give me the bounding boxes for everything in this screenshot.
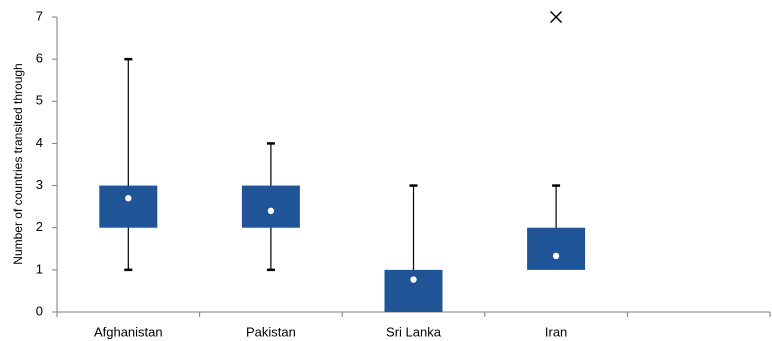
y-tick-label: 0 [36, 303, 43, 318]
box-iran [527, 10, 586, 270]
y-tick-label: 2 [36, 219, 43, 234]
iqr-box [527, 227, 586, 270]
y-tick-label: 7 [36, 8, 43, 23]
y-axis: 0 1 2 3 4 5 6 7 [36, 8, 58, 318]
mean-marker [267, 207, 275, 215]
box-afghanistan [99, 57, 158, 272]
y-tick-label: 1 [36, 261, 43, 276]
y-tick-label: 6 [36, 51, 43, 66]
mean-marker [552, 252, 560, 260]
iqr-box [241, 185, 300, 228]
x-tick-label: Afghanistan [94, 324, 163, 339]
x-tick-label: Sri Lanka [386, 324, 442, 339]
y-axis-title: Number of countries transited through [11, 63, 25, 264]
y-tick-label: 3 [36, 177, 43, 192]
iqr-box [99, 185, 158, 228]
box-sri-lanka [384, 184, 443, 312]
iqr-box [384, 269, 443, 312]
y-tick-label: 5 [36, 93, 43, 108]
x-tick-label: Iran [545, 324, 567, 339]
x-tick-label: Pakistan [246, 324, 296, 339]
mean-marker [125, 195, 132, 202]
boxes [99, 10, 586, 312]
x-axis: Afghanistan Pakistan Sri Lanka Iran [56, 311, 771, 339]
outlier-marker [550, 10, 563, 24]
mean-marker [410, 276, 417, 283]
y-tick-label: 4 [36, 135, 43, 150]
box-pakistan [241, 142, 300, 272]
